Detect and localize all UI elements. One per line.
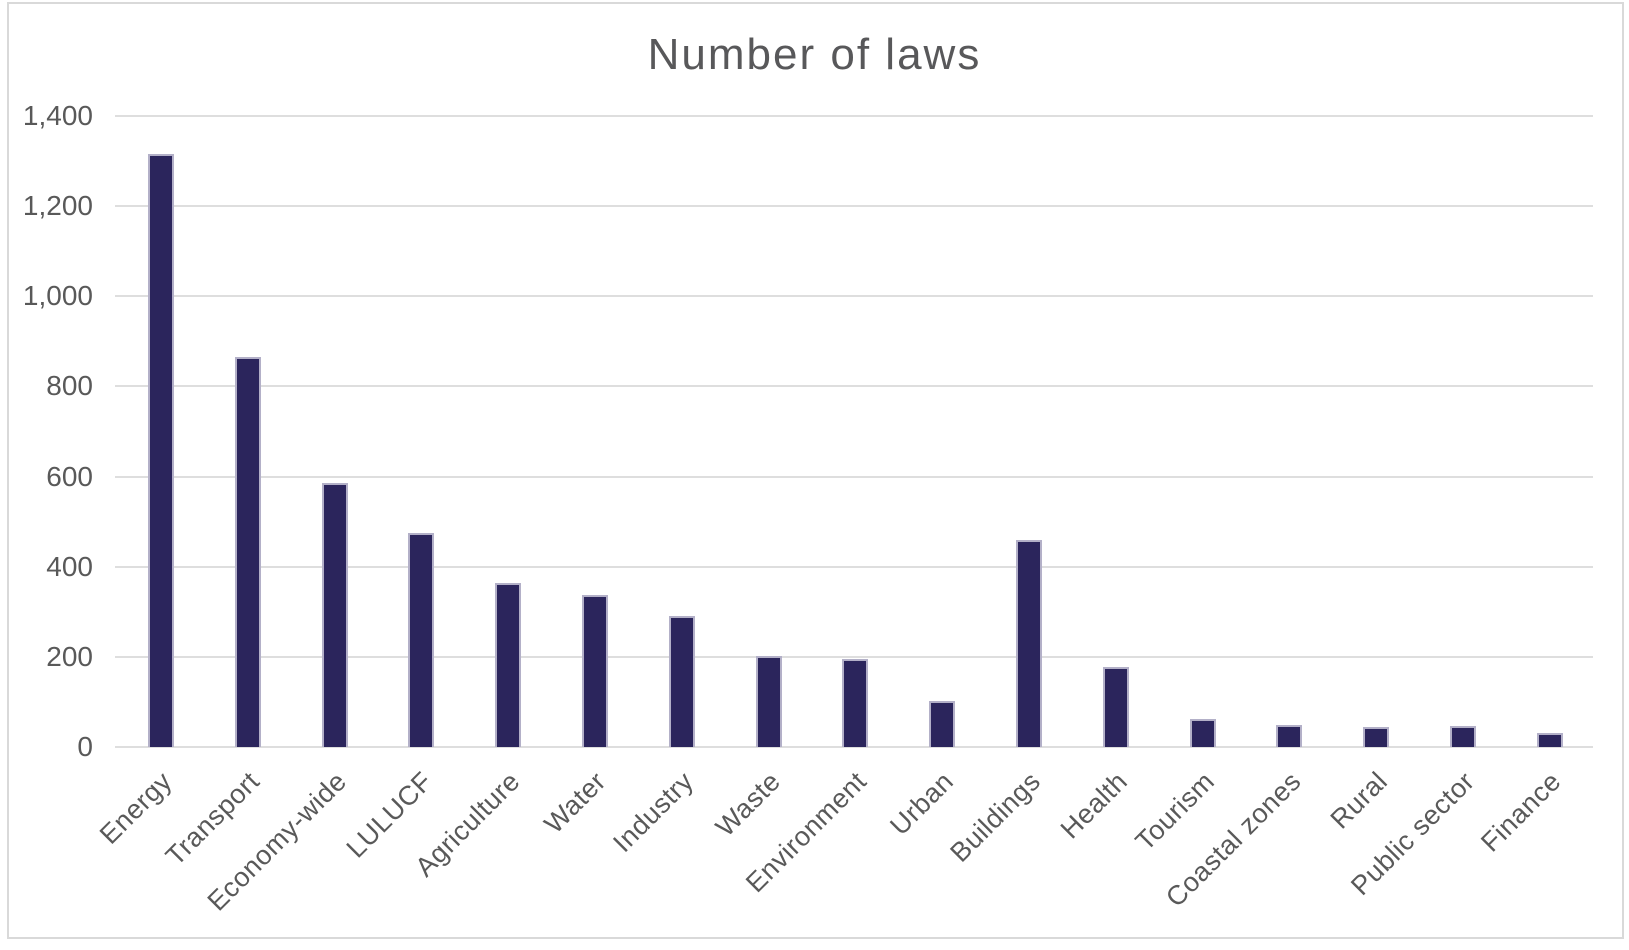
bar-water <box>582 595 608 747</box>
chart-frame-border <box>7 2 1624 939</box>
bar-buildings <box>1016 539 1042 747</box>
bar-transport <box>234 357 261 747</box>
x-axis-label: Rural <box>1324 766 1394 835</box>
chart-title: Number of laws <box>647 30 982 79</box>
bar-urban <box>929 701 956 747</box>
bar-health <box>1102 667 1129 747</box>
y-tick-label: 1,000 <box>22 280 93 312</box>
gridline <box>115 655 1593 658</box>
bar-tourism <box>1189 718 1216 747</box>
bar-economy-wide <box>321 482 348 747</box>
gridline <box>115 385 1593 388</box>
x-axis-baseline <box>115 746 1593 748</box>
bar-lulucf <box>408 532 435 747</box>
bar-agriculture <box>495 582 522 747</box>
y-tick-label: 600 <box>46 460 93 492</box>
x-axis-label: Water <box>539 766 613 840</box>
x-axis-label: Industry <box>607 766 700 858</box>
bar-finance <box>1536 732 1563 747</box>
y-tick-label: 200 <box>46 640 93 672</box>
bar-public-sector <box>1450 726 1476 747</box>
bar-waste <box>755 655 782 747</box>
bar-energy <box>148 154 174 747</box>
gridline <box>115 475 1593 478</box>
y-tick-label: 400 <box>46 550 93 582</box>
gridline <box>115 295 1593 298</box>
x-axis-label: Health <box>1054 766 1134 845</box>
bar-rural <box>1363 726 1390 747</box>
x-axis-label: Waste <box>709 766 786 843</box>
bar-industry <box>668 616 695 747</box>
y-tick-label: 800 <box>46 370 93 402</box>
x-axis-label: Urban <box>884 766 960 841</box>
gridline <box>115 565 1593 568</box>
y-tick-label: 1,400 <box>22 100 93 132</box>
gridline <box>115 115 1593 118</box>
bar-environment <box>842 659 869 747</box>
gridline <box>115 205 1593 208</box>
y-tick-label: 1,200 <box>22 190 93 222</box>
x-axis-label: Energy <box>94 766 179 850</box>
x-axis-label: Finance <box>1475 766 1568 858</box>
y-tick-label: 0 <box>77 731 93 762</box>
x-axis-label: Buildings <box>944 766 1047 868</box>
bar-coastal-zones <box>1276 724 1303 747</box>
